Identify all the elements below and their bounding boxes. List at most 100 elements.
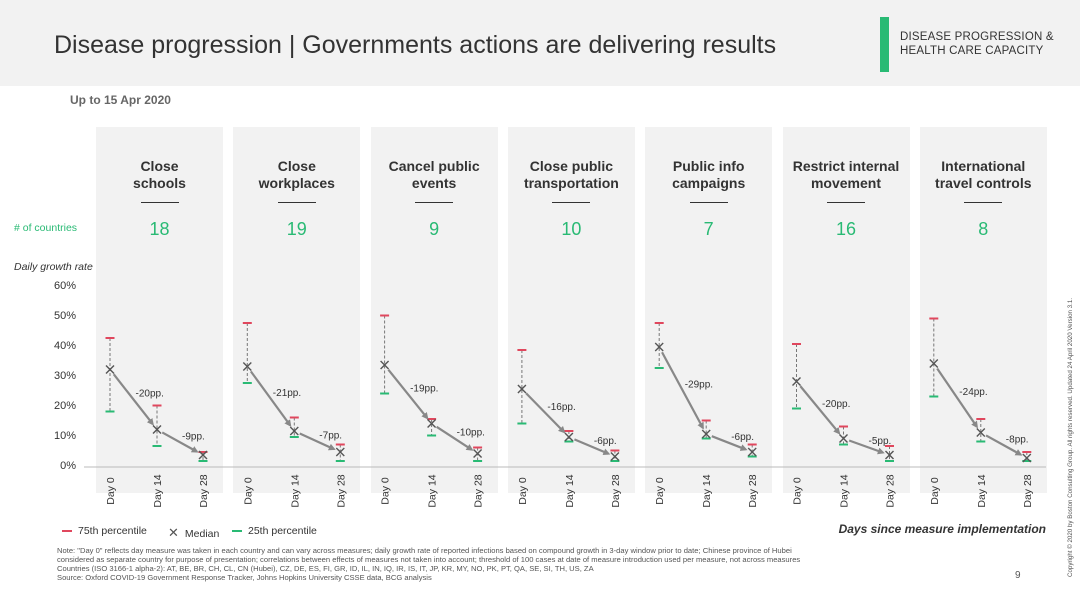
p25-marker-icon bbox=[232, 530, 242, 533]
median-marker bbox=[105, 365, 115, 374]
median-change-arrow bbox=[436, 425, 474, 451]
median-change-arrow bbox=[249, 370, 292, 427]
median-marker bbox=[473, 449, 483, 458]
median-change-arrow bbox=[848, 439, 885, 455]
x-mark-icon: ✕ bbox=[168, 525, 179, 540]
measure-panel bbox=[233, 127, 361, 493]
x-tick-label: Day 14 bbox=[289, 474, 301, 507]
measure-divider bbox=[964, 202, 1003, 203]
change-label: -5pp. bbox=[869, 436, 892, 447]
legend-median: ✕ Median bbox=[168, 525, 219, 541]
footnote-line2: considered as separate country for purpo… bbox=[57, 555, 801, 564]
footnote-line1: Note: "Day 0" reflects day measure was t… bbox=[57, 546, 792, 555]
measure-name: Close workplaces bbox=[233, 158, 360, 192]
median-change-arrow bbox=[112, 373, 154, 426]
country-count: 19 bbox=[286, 219, 307, 239]
median-change-arrow bbox=[299, 432, 336, 451]
measure-name-line2: events bbox=[411, 175, 457, 191]
y-tick-label: 20% bbox=[53, 400, 76, 412]
change-label: -19pp. bbox=[410, 383, 438, 394]
median-change-arrow bbox=[799, 385, 841, 435]
change-label: -6pp. bbox=[594, 436, 617, 447]
measure-divider bbox=[415, 202, 454, 203]
change-label: -20pp. bbox=[136, 389, 164, 400]
median-marker bbox=[242, 362, 252, 371]
y-tick-label: 10% bbox=[53, 430, 76, 442]
section-label: DISEASE PROGRESSION & HEALTH CARE CAPACI… bbox=[900, 30, 1054, 58]
measure-name-line2: campaigns bbox=[672, 175, 746, 191]
country-count: 18 bbox=[149, 219, 170, 239]
measure-name-line2: travel controls bbox=[935, 175, 1032, 191]
measure-name-line2: movement bbox=[810, 175, 882, 191]
change-label: -29pp. bbox=[685, 380, 713, 391]
x-tick-label: Day 28 bbox=[610, 474, 622, 507]
y-tick-label: 30% bbox=[53, 370, 76, 382]
x-tick-label: Day 0 bbox=[242, 477, 254, 505]
measure-name: Close public transportation bbox=[508, 158, 635, 192]
measure-name: Restrict internal movement bbox=[783, 158, 910, 192]
median-marker bbox=[198, 450, 208, 460]
x-tick-label: Day 28 bbox=[747, 474, 759, 507]
x-axis-title: Days since measure implementation bbox=[838, 522, 1046, 536]
x-tick-label: Day 14 bbox=[701, 474, 713, 507]
measure-name: Public info campaigns bbox=[645, 158, 772, 192]
measure-name-line2: transportation bbox=[523, 175, 619, 191]
median-marker bbox=[885, 450, 894, 460]
change-label: -24pp. bbox=[959, 387, 987, 398]
x-tick-label: Day 0 bbox=[792, 477, 804, 505]
x-tick-label: Day 0 bbox=[105, 477, 117, 505]
x-tick-label: Day 28 bbox=[198, 474, 210, 507]
measure-panel bbox=[370, 127, 498, 493]
measure-divider bbox=[827, 202, 865, 203]
country-count: 9 bbox=[429, 219, 440, 239]
copyright-notice: Copyright © 2020 by Boston Consulting Gr… bbox=[1067, 297, 1074, 577]
section-accent-bar bbox=[880, 17, 889, 72]
x-tick-label: Day 14 bbox=[564, 474, 576, 507]
legend-p75-label: 75th percentile bbox=[78, 525, 147, 537]
median-marker bbox=[701, 429, 711, 439]
median-change-arrow bbox=[661, 351, 704, 430]
measure-panel bbox=[782, 127, 910, 493]
measure-name-line1: Restrict internal bbox=[792, 158, 900, 174]
median-marker bbox=[610, 452, 620, 461]
median-marker bbox=[839, 434, 848, 443]
x-tick-label: Day 14 bbox=[427, 474, 439, 507]
legend-p25: 25th percentile bbox=[232, 525, 317, 537]
measure-divider bbox=[689, 202, 728, 203]
median-change-arrow bbox=[936, 367, 978, 429]
change-label: -20pp. bbox=[822, 399, 850, 410]
measure-divider bbox=[552, 202, 591, 203]
country-count-label: # of countries bbox=[14, 222, 78, 234]
median-marker bbox=[654, 342, 664, 352]
p75-marker-icon bbox=[62, 530, 72, 533]
legend-p75: 75th percentile bbox=[62, 525, 147, 537]
change-label: -7pp. bbox=[319, 431, 342, 442]
measure-name-line1: Close bbox=[277, 158, 316, 174]
x-tick-label: Day 0 bbox=[517, 477, 529, 505]
median-marker bbox=[427, 419, 437, 428]
median-marker bbox=[152, 425, 162, 434]
page-title: Disease progression | Governments action… bbox=[54, 31, 777, 59]
median-marker bbox=[747, 447, 757, 457]
measure-name-line2: workplaces bbox=[258, 175, 335, 191]
change-label: -9pp. bbox=[182, 431, 205, 442]
page-number: 9 bbox=[1015, 570, 1021, 581]
change-label: -6pp. bbox=[731, 432, 754, 443]
country-count: 10 bbox=[561, 219, 582, 239]
median-marker bbox=[517, 384, 527, 394]
median-change-arrow bbox=[387, 368, 429, 420]
measure-name-line1: Close bbox=[140, 158, 179, 174]
country-count: 8 bbox=[978, 219, 989, 239]
median-marker bbox=[289, 426, 299, 436]
measure-name: Close schools bbox=[96, 158, 223, 192]
footnote-source: Source: Oxford COVID-19 Government Respo… bbox=[57, 573, 432, 582]
median-marker bbox=[564, 432, 574, 442]
legend-median-label: Median bbox=[184, 528, 220, 540]
x-tick-label: Day 28 bbox=[473, 474, 485, 507]
measure-name: International travel controls bbox=[920, 158, 1047, 192]
measure-name-line1: Close public bbox=[529, 158, 613, 174]
y-tick-label: 0% bbox=[60, 460, 76, 472]
median-change-arrow bbox=[161, 431, 199, 453]
measure-name-line1: Public info bbox=[672, 158, 745, 174]
